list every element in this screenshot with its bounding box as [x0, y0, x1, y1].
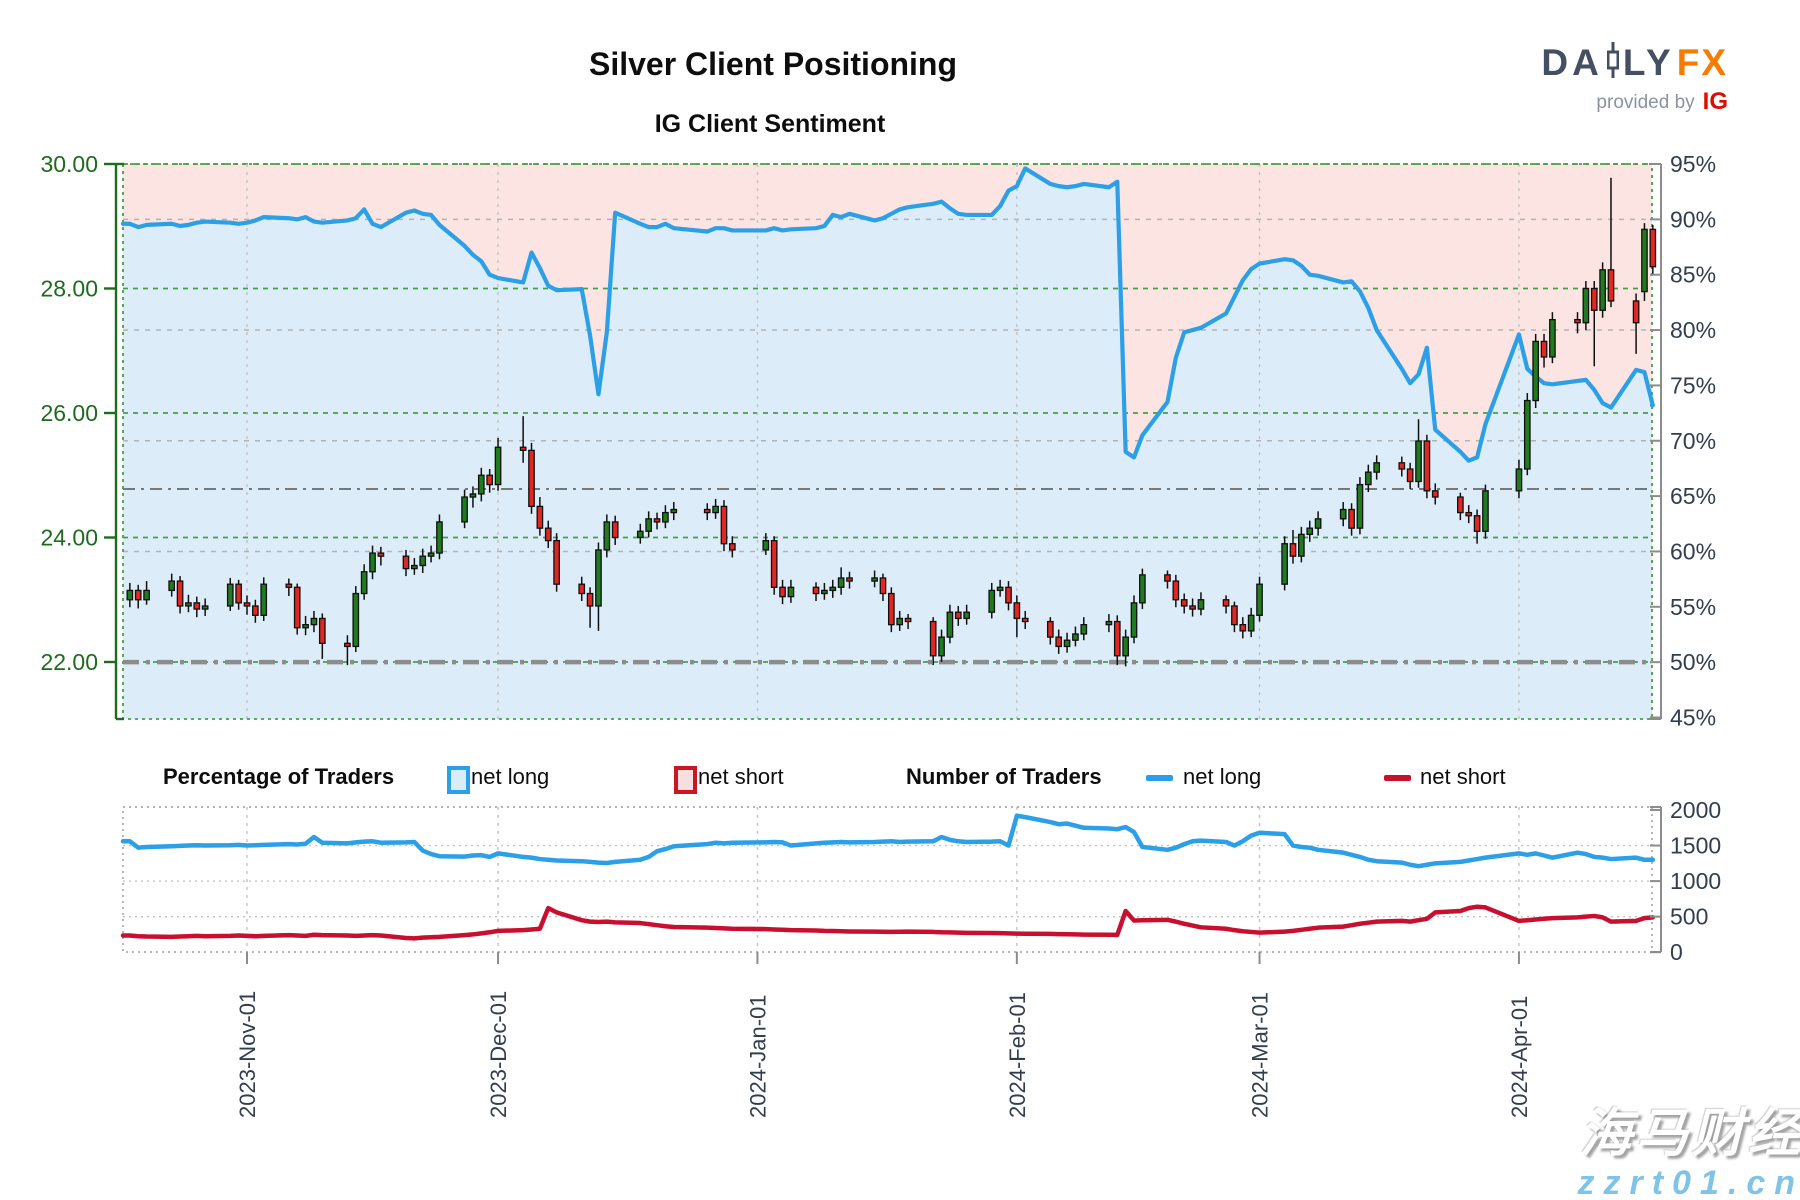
sentiment-line — [120, 166, 1655, 463]
svg-text:1500: 1500 — [1670, 833, 1721, 859]
svg-text:65%: 65% — [1670, 483, 1716, 509]
svg-text:90%: 90% — [1670, 206, 1716, 232]
net-short-count-line — [120, 904, 1656, 941]
chart-subtitle: IG Client Sentiment — [654, 110, 886, 138]
legend-pct-net-long: net long — [471, 764, 550, 789]
date-tick-label: 2024-Jan-01 — [745, 994, 770, 1118]
reference-lines — [123, 487, 1652, 665]
pct-net-long-swatch-icon — [447, 766, 470, 794]
logo-text-fx: FX — [1676, 41, 1728, 83]
watermark-chinese-text: 海马财经 — [1579, 1105, 1800, 1163]
svg-text:70%: 70% — [1670, 428, 1716, 454]
svg-text:75%: 75% — [1670, 372, 1716, 398]
traders-count-chart — [120, 806, 1656, 953]
legend-count-net-short: net short — [1420, 764, 1506, 789]
legend-number-of-traders: Number of Traders — [906, 764, 1102, 789]
svg-text:50%: 50% — [1670, 649, 1716, 675]
svg-text:55%: 55% — [1670, 594, 1716, 620]
svg-text:0: 0 — [1670, 939, 1683, 965]
watermark: 海马财经 zzrt01.cn — [1578, 1108, 1800, 1200]
date-tick-label: 2023-Nov-01 — [235, 991, 260, 1118]
ig-logo: IG — [1702, 88, 1728, 115]
svg-text:28.00: 28.00 — [40, 276, 98, 302]
date-tick-label: 2024-Feb-01 — [1005, 992, 1030, 1118]
svg-text:30.00: 30.00 — [40, 151, 98, 177]
watermark-url-text: zzrt01.cn — [1577, 1164, 1800, 1200]
candlestick-icon — [1606, 42, 1620, 82]
logo-text-da: DA — [1541, 41, 1603, 83]
price-candles — [126, 177, 1657, 667]
date-tick-label: 2024-Mar-01 — [1248, 992, 1273, 1118]
percent-axis-right: 95% 90% 85% 80% 75% 70% 65% 60% 55% 50% 45% — [1650, 151, 1716, 731]
count-net-long-dash-icon — [1146, 775, 1173, 781]
dailyfx-logo: DA LY FX provided by IG — [1541, 42, 1728, 114]
svg-text:500: 500 — [1670, 904, 1708, 930]
page-title: Silver Client Positioning — [588, 46, 958, 82]
legend-count-net-long: net long — [1183, 764, 1262, 789]
svg-text:22.00: 22.00 — [40, 649, 98, 675]
count-net-short-dash-icon — [1384, 775, 1411, 781]
svg-text:95%: 95% — [1670, 151, 1716, 177]
svg-text:85%: 85% — [1670, 262, 1716, 288]
provided-by-text: provided by — [1596, 91, 1695, 113]
count-axis-right: 2000 1500 1000 500 0 — [1650, 797, 1721, 965]
legend-percentage-of-traders: Percentage of Traders — [163, 764, 395, 789]
svg-text:1000: 1000 — [1670, 868, 1721, 894]
sentiment-area-fills — [123, 164, 1653, 720]
net-long-percent-line — [120, 166, 1655, 463]
svg-text:45%: 45% — [1670, 705, 1716, 731]
legend-pct-net-short: net short — [698, 764, 784, 789]
date-axis: 2023-Nov-01 2023-Dec-01 2024-Jan-01 2024-Fe… — [235, 952, 1532, 1118]
logo-text-ly: LY — [1622, 41, 1675, 83]
svg-text:60%: 60% — [1670, 538, 1716, 564]
pct-net-short-swatch-icon — [674, 766, 697, 794]
main-gridlines — [122, 163, 1653, 720]
price-axis-left: 30.00 28.00 26.00 24.00 22.00 — [40, 151, 124, 721]
svg-text:80%: 80% — [1670, 317, 1716, 343]
net-long-count-line — [120, 813, 1656, 869]
svg-text:2000: 2000 — [1670, 797, 1721, 823]
svg-text:26.00: 26.00 — [40, 400, 98, 426]
svg-text:24.00: 24.00 — [40, 525, 98, 551]
date-tick-label: 2024-Apr-01 — [1507, 996, 1532, 1118]
date-tick-label: 2023-Dec-01 — [486, 991, 511, 1118]
